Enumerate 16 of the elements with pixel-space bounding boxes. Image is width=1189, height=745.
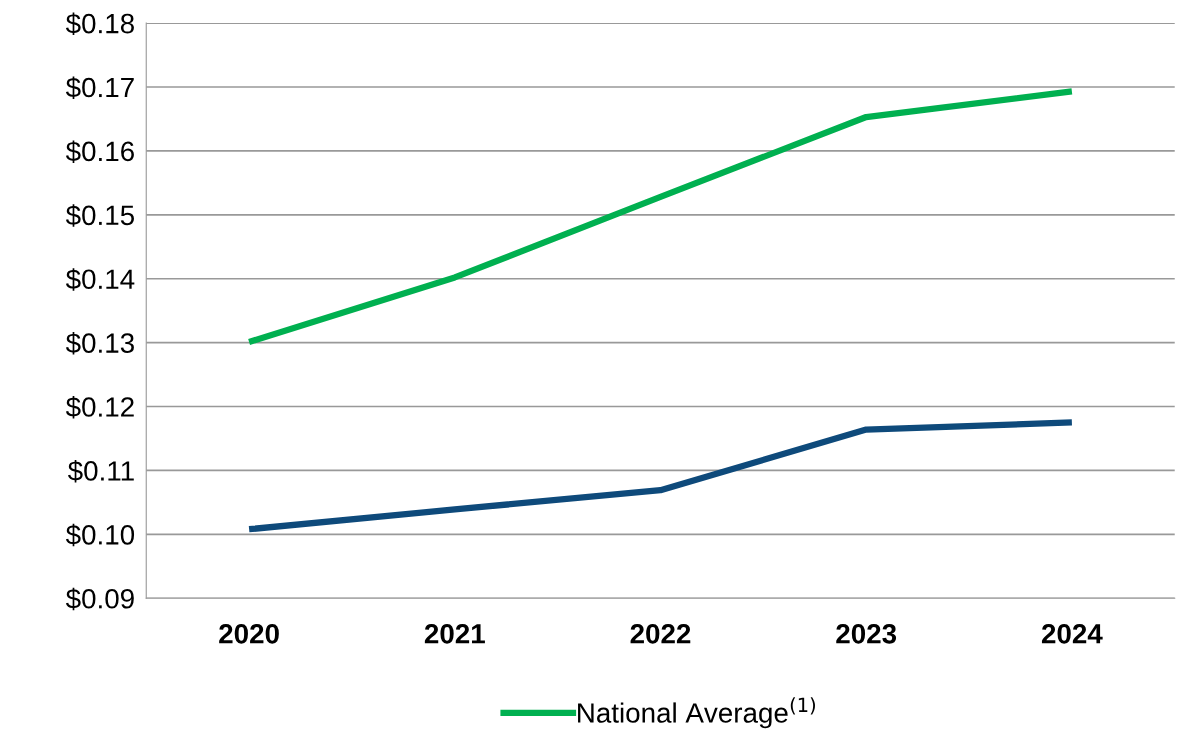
y-tick-label: $0.17 bbox=[65, 76, 134, 99]
y-tick-label: $0.11 bbox=[67, 459, 134, 483]
y-tick-label: $0.16 bbox=[65, 140, 134, 163]
x-tick-label: 2023 bbox=[836, 623, 897, 644]
x-tick-label: 2020 bbox=[219, 623, 279, 644]
legend-label: National Average$^{(1)}$ bbox=[578, 697, 815, 729]
y-tick-label: $0.14 bbox=[65, 268, 135, 291]
x-tick-label: 2024 bbox=[1041, 623, 1103, 644]
y-tick-label: $0.13 bbox=[65, 332, 134, 355]
y-tick-label: $0.12 bbox=[65, 396, 134, 419]
y-tick-label: $0.09 bbox=[65, 587, 134, 611]
y-tick-label: $0.18 bbox=[65, 12, 134, 36]
y-tick-label: $0.10 bbox=[65, 523, 135, 547]
x-tick-label: 2022 bbox=[630, 623, 691, 644]
y-tick-label: $0.15 bbox=[65, 204, 134, 227]
x-tick-label: 2021 bbox=[424, 623, 485, 644]
